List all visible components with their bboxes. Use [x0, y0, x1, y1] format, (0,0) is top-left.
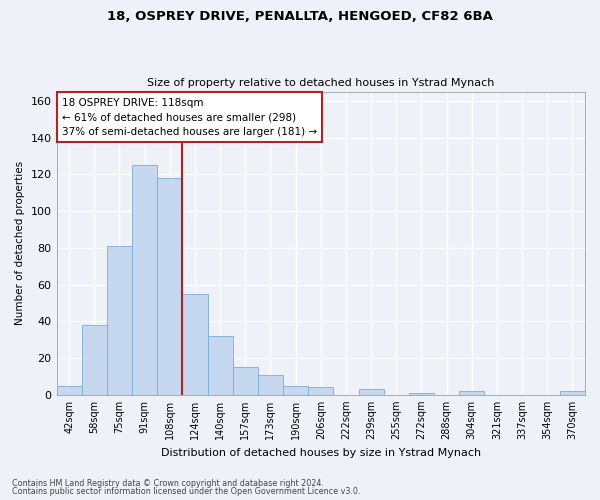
Bar	[107, 246, 132, 395]
Text: 18 OSPREY DRIVE: 118sqm
← 61% of detached houses are smaller (298)
37% of semi-d: 18 OSPREY DRIVE: 118sqm ← 61% of detache…	[62, 98, 317, 137]
Bar	[56, 386, 82, 395]
Bar	[157, 178, 182, 395]
Bar	[258, 374, 283, 395]
Bar	[132, 165, 157, 395]
Text: 18, OSPREY DRIVE, PENALLTA, HENGOED, CF82 6BA: 18, OSPREY DRIVE, PENALLTA, HENGOED, CF8…	[107, 10, 493, 23]
Bar	[283, 386, 308, 395]
Bar	[208, 336, 233, 395]
Bar	[182, 294, 208, 395]
Bar	[308, 388, 334, 395]
Title: Size of property relative to detached houses in Ystrad Mynach: Size of property relative to detached ho…	[147, 78, 494, 88]
X-axis label: Distribution of detached houses by size in Ystrad Mynach: Distribution of detached houses by size …	[161, 448, 481, 458]
Bar	[409, 393, 434, 395]
Bar	[82, 325, 107, 395]
Bar	[233, 367, 258, 395]
Bar	[560, 391, 585, 395]
Text: Contains HM Land Registry data © Crown copyright and database right 2024.: Contains HM Land Registry data © Crown c…	[12, 478, 324, 488]
Y-axis label: Number of detached properties: Number of detached properties	[15, 161, 25, 325]
Bar	[459, 391, 484, 395]
Bar	[359, 390, 383, 395]
Text: Contains public sector information licensed under the Open Government Licence v3: Contains public sector information licen…	[12, 487, 361, 496]
